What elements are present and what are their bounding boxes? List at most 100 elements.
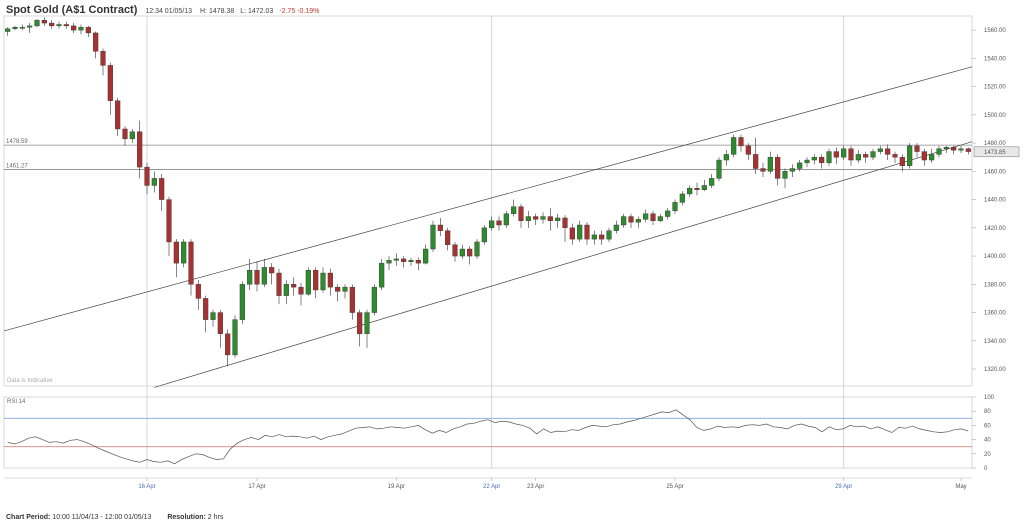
candle — [78, 24, 84, 35]
candle-body — [12, 27, 18, 29]
candle-body — [239, 284, 245, 320]
candle — [599, 230, 605, 245]
candle — [393, 253, 399, 266]
rsi-y-tick-label: 100 — [984, 395, 995, 401]
candle — [709, 174, 715, 189]
candle-body — [591, 234, 597, 240]
candle-body — [452, 244, 458, 257]
candle — [100, 48, 106, 76]
candle — [672, 199, 678, 214]
candle — [723, 150, 729, 166]
candle-body — [731, 137, 737, 155]
candle — [291, 277, 297, 296]
candle-body — [364, 312, 370, 334]
candle — [320, 267, 326, 293]
candle-body — [562, 217, 568, 229]
candle-body — [393, 258, 399, 261]
candle-body — [870, 151, 876, 158]
candle — [936, 145, 942, 158]
candle-body — [19, 27, 25, 29]
price-y-tick-label: 1460.00 — [984, 169, 1006, 175]
candle-body — [804, 159, 810, 164]
candle-body — [782, 171, 788, 179]
x-tick-label: 22 Apr — [483, 484, 500, 490]
chart-period-label: Chart Period: — [6, 514, 51, 521]
candle — [423, 244, 429, 265]
candle-body — [635, 219, 641, 223]
candle — [621, 213, 627, 228]
x-tick-label: 16 Apr — [138, 484, 155, 490]
candle-body — [459, 248, 465, 257]
price-y-tick-label: 1320.00 — [984, 367, 1006, 373]
candle-body — [775, 157, 781, 179]
candle-body — [203, 298, 209, 320]
x-tick-label: 17 Apr — [248, 484, 265, 490]
candle-body — [496, 220, 502, 226]
candle-body — [107, 65, 113, 101]
candle-body — [137, 131, 143, 168]
candle — [885, 144, 891, 161]
last-price-label: 1473.85 — [984, 150, 1006, 156]
candle — [511, 199, 517, 217]
candle — [628, 213, 634, 228]
candle — [276, 268, 282, 305]
candle — [687, 185, 693, 197]
candle-body — [525, 216, 531, 221]
candle — [401, 256, 407, 268]
candle-body — [929, 154, 935, 161]
candle-body — [188, 241, 194, 285]
price-y-tick-label: 1560.00 — [984, 28, 1006, 34]
candle — [115, 97, 121, 137]
candle — [137, 120, 143, 179]
candle-body — [217, 312, 223, 334]
candle-body — [232, 319, 238, 356]
candle-body — [709, 178, 715, 186]
candle — [151, 171, 157, 193]
trend-channel-line — [3, 66, 973, 332]
candle — [951, 145, 957, 155]
price-y-tick-label: 1540.00 — [984, 56, 1006, 62]
candle — [415, 257, 421, 271]
candle-body — [5, 28, 11, 32]
candle-body — [27, 25, 33, 28]
candle — [533, 213, 539, 226]
candle — [855, 150, 861, 163]
candle — [613, 220, 619, 234]
candle — [379, 258, 385, 290]
candle-body — [599, 234, 605, 240]
candle-body — [122, 128, 128, 140]
quote-datetime: 12:34 01/05/13 — [145, 8, 193, 15]
candle-body — [408, 260, 414, 262]
candle-body — [738, 137, 744, 147]
candle — [943, 145, 949, 153]
candle-body — [921, 151, 927, 161]
candle-body — [129, 131, 135, 140]
candle-body — [789, 168, 795, 172]
candle-body — [371, 286, 377, 313]
candle-body — [665, 210, 671, 217]
candle-body — [716, 159, 722, 179]
low-value: L: 1472.03 — [240, 8, 274, 15]
candle — [665, 208, 671, 220]
candle-body — [100, 51, 106, 66]
candle-body — [606, 230, 612, 240]
candle-body — [481, 227, 487, 243]
candle — [635, 216, 641, 228]
candle-body — [584, 224, 590, 240]
candle — [870, 148, 876, 161]
candle — [5, 27, 11, 36]
candle-body — [269, 267, 275, 274]
candle — [474, 239, 480, 259]
candle — [760, 162, 766, 177]
price-level-label: 1478.59 — [6, 139, 28, 145]
candle — [313, 267, 319, 299]
candle — [496, 216, 502, 231]
candle-body — [555, 217, 561, 221]
candle — [877, 145, 883, 155]
candle — [173, 239, 179, 278]
candle — [518, 203, 524, 228]
candle — [27, 23, 33, 33]
x-tick-label: 29 Apr — [835, 484, 852, 490]
candle-body — [767, 157, 773, 172]
